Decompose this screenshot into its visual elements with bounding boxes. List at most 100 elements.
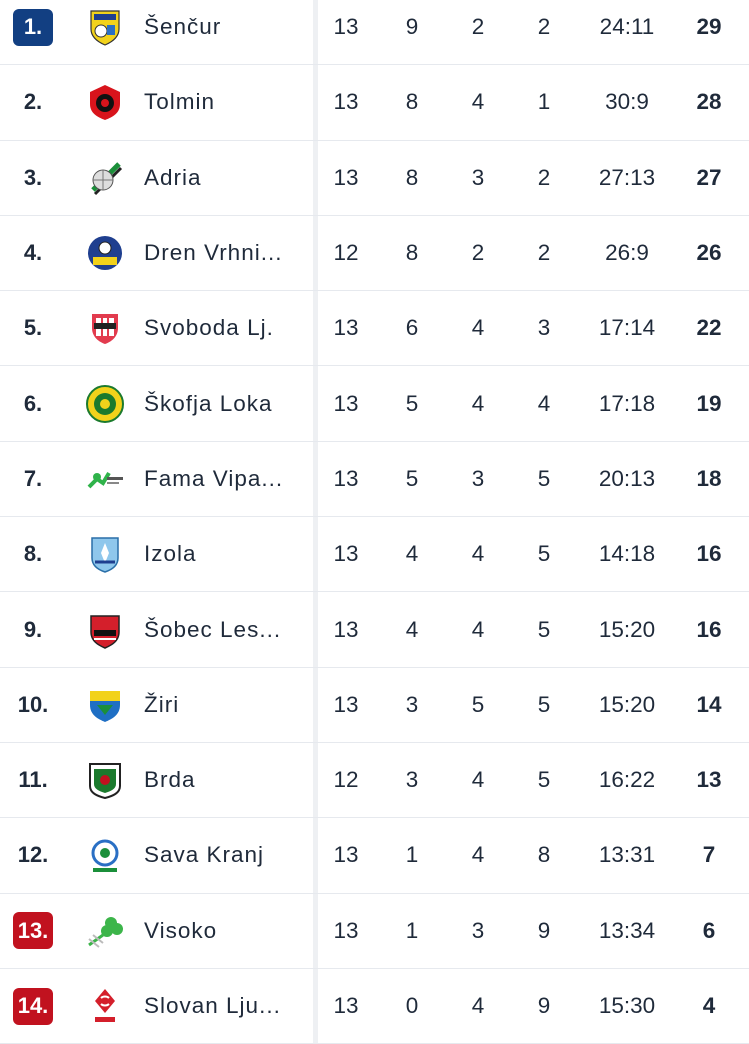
table-row[interactable]: 11. Brda 12 3 4 5 16:22 13 <box>0 742 749 819</box>
points: 16 <box>696 541 722 567</box>
table-row[interactable]: 12. Sava Kranj 13 1 4 8 13:31 7 <box>0 818 749 894</box>
wins: 5 <box>405 390 419 416</box>
wins: 8 <box>405 240 419 266</box>
team-name[interactable]: Škofja Loka <box>144 390 273 416</box>
goal-difference: 24:11 <box>599 14 655 40</box>
wins: 6 <box>405 315 419 341</box>
stats-group: 12 8 2 2 26:9 26 <box>318 216 749 290</box>
stats-group: 13 1 4 8 13:31 7 <box>318 818 749 892</box>
wins: 9 <box>405 14 419 40</box>
table-row[interactable]: 7. Fama Vipa... 13 5 3 5 20:13 18 <box>0 441 749 518</box>
points: 6 <box>702 917 716 943</box>
points: 16 <box>696 616 722 642</box>
rank-cell: 2. <box>0 84 66 121</box>
losses: 5 <box>537 616 551 642</box>
losses: 5 <box>537 465 551 491</box>
matches-played: 13 <box>333 315 359 341</box>
goal-difference: 17:18 <box>598 390 656 416</box>
matches-played: 13 <box>333 14 359 40</box>
rank-cell: 10. <box>0 686 66 723</box>
rank-cell: 12. <box>0 837 66 874</box>
table-row[interactable]: 13. Visoko 13 1 3 9 13:34 6 <box>0 893 749 969</box>
table-row[interactable]: 6. Škofja Loka 13 5 4 4 17:18 19 <box>0 366 749 442</box>
column-divider <box>313 65 318 140</box>
goal-difference: 27:13 <box>598 164 656 190</box>
points: 14 <box>696 691 722 717</box>
team-name[interactable]: Sava Kranj <box>144 842 265 868</box>
draws: 4 <box>471 767 485 793</box>
team-name[interactable]: Fama Vipa... <box>144 465 284 491</box>
table-row[interactable]: 8. Izola 13 4 4 5 14:18 16 <box>0 517 749 593</box>
rank-badge: 4. <box>23 240 43 266</box>
rank-cell: 14. <box>0 987 66 1025</box>
losses: 2 <box>537 164 551 190</box>
team-name[interactable]: Šobec Les... <box>144 616 282 642</box>
team-name[interactable]: Dren Vrhni... <box>144 240 283 266</box>
team-name[interactable]: Adria <box>144 164 202 190</box>
goal-difference: 15:30 <box>598 993 656 1018</box>
rank-badge: 10. <box>17 691 49 717</box>
table-row[interactable]: 14. Slovan Lju... 13 0 4 9 15:30 4 <box>0 968 749 1044</box>
goal-difference: 13:34 <box>598 917 656 943</box>
table-row[interactable]: 4. Dren Vrhni... 12 8 2 2 26:9 26 <box>0 215 749 292</box>
draws: 4 <box>471 315 485 341</box>
table-row[interactable]: 3. Adria 13 8 3 2 27:13 27 <box>0 140 749 216</box>
column-divider <box>313 592 318 667</box>
rank-badge: 8. <box>23 541 43 567</box>
adria-crest-icon <box>66 158 144 198</box>
team-name[interactable]: Brda <box>144 767 196 793</box>
matches-played: 13 <box>333 993 359 1018</box>
column-divider <box>313 893 318 968</box>
stats-group: 13 8 4 1 30:9 28 <box>318 65 749 139</box>
sobec-lesce-crest-icon <box>66 610 144 650</box>
draws: 4 <box>471 993 485 1018</box>
points: 28 <box>696 89 722 115</box>
team-name[interactable]: Izola <box>144 541 197 567</box>
goal-difference: 15:20 <box>598 616 656 642</box>
table-row[interactable]: 1. Šenčur 13 9 2 2 24:11 29 <box>0 0 749 66</box>
losses: 2 <box>537 240 551 266</box>
table-row[interactable]: 2. Tolmin 13 8 4 1 30:9 28 <box>0 65 749 141</box>
stats-group: 13 0 4 9 15:30 4 <box>318 969 749 1043</box>
losses: 5 <box>537 541 551 567</box>
svoboda-crest-icon <box>66 308 144 348</box>
losses: 5 <box>537 767 551 793</box>
points: 13 <box>696 767 722 793</box>
losses: 2 <box>537 14 551 40</box>
goal-difference: 20:13 <box>598 465 656 491</box>
losses: 5 <box>537 691 551 717</box>
losses: 1 <box>537 89 551 115</box>
rank-cell: 13. <box>0 912 66 950</box>
goal-difference: 26:9 <box>605 240 649 266</box>
wins: 0 <box>405 993 419 1018</box>
rank-cell: 1. <box>0 8 66 46</box>
matches-played: 12 <box>333 767 359 793</box>
table-row[interactable]: 10. Žiri 13 3 5 5 15:20 14 <box>0 667 749 743</box>
team-name[interactable]: Tolmin <box>144 89 216 115</box>
goal-difference: 17:14 <box>598 315 656 341</box>
column-divider <box>313 818 318 893</box>
draws: 3 <box>471 917 485 943</box>
team-name[interactable]: Slovan Lju... <box>144 993 281 1018</box>
slovan-crest-icon <box>66 986 144 1026</box>
wins: 8 <box>405 164 419 190</box>
table-row[interactable]: 5. Svoboda Lj. 13 6 4 3 17:14 22 <box>0 291 749 367</box>
losses: 4 <box>537 390 551 416</box>
team-name[interactable]: Žiri <box>144 691 180 717</box>
column-divider <box>313 667 318 742</box>
column-divider <box>313 517 318 592</box>
table-row[interactable]: 9. Šobec Les... 13 4 4 5 15:20 16 <box>0 592 749 668</box>
team-name[interactable]: Šenčur <box>144 14 222 40</box>
rank-badge: 2. <box>23 89 43 115</box>
sencur-crest-icon <box>66 7 144 47</box>
stats-group: 13 4 4 5 15:20 16 <box>318 592 749 666</box>
column-divider <box>313 291 318 366</box>
points: 29 <box>696 14 722 40</box>
team-name[interactable]: Svoboda Lj. <box>144 315 274 341</box>
stats-group: 13 4 4 5 14:18 16 <box>318 517 749 591</box>
brda-crest-icon <box>66 760 144 800</box>
team-name[interactable]: Visoko <box>144 917 218 943</box>
points: 26 <box>696 240 722 266</box>
ziri-crest-icon <box>66 685 144 725</box>
stats-group: 13 9 2 2 24:11 29 <box>318 0 749 64</box>
